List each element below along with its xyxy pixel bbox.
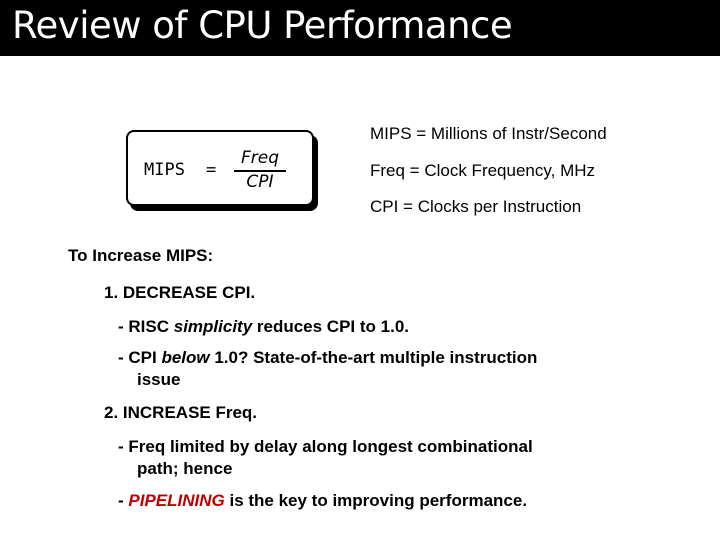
fraction-bar bbox=[234, 170, 286, 172]
item-1-sub-2: - CPI below 1.0? State-of-the-art multip… bbox=[118, 348, 537, 368]
pipelining-highlight: PIPELINING bbox=[128, 491, 225, 510]
item-2-sub-1: - Freq limited by delay along longest co… bbox=[118, 437, 533, 456]
item-1-sub-2-text: - CPI bbox=[118, 348, 162, 367]
item-2-sub-1-continuation: path; hence bbox=[137, 459, 233, 478]
item-1: 1. DECREASE CPI. bbox=[104, 283, 256, 302]
mips-formula-box: MIPS = Freq CPI bbox=[126, 130, 314, 206]
content-heading: To Increase MIPS: bbox=[68, 246, 214, 265]
item-1-sub-2-continuation: issue bbox=[137, 370, 181, 389]
title-bar: Review of CPU Performance bbox=[0, 0, 720, 56]
item-2-sub-2-text-end: is the key to improving performance. bbox=[224, 491, 528, 510]
item-1-sub-1-text: - RISC bbox=[118, 317, 174, 336]
definition-cpi: CPI = Clocks per Instruction bbox=[370, 197, 582, 216]
formula-denominator: CPI bbox=[246, 172, 274, 192]
slide-title: Review of CPU Performance bbox=[12, 4, 513, 47]
formula-numerator: Freq bbox=[240, 148, 280, 168]
item-1-sub-1-text-end: reduces CPI to 1.0. bbox=[252, 317, 409, 336]
definition-freq: Freq = Clock Frequency, MHz bbox=[370, 161, 596, 180]
emphasis-below: below bbox=[161, 348, 210, 367]
item-2-sub-2: - PIPELINING is the key to improving per… bbox=[118, 491, 527, 511]
definition-mips: MIPS = Millions of Instr/Second bbox=[370, 124, 607, 143]
item-2: 2. INCREASE Freq. bbox=[104, 403, 258, 422]
item-1-sub-1: - RISC simplicity reduces CPI to 1.0. bbox=[118, 317, 409, 337]
item-2-sub-2-text: - bbox=[118, 491, 129, 510]
formula-equals: = bbox=[206, 160, 217, 180]
item-1-sub-2-text-end: 1.0? State-of-the-art multiple instructi… bbox=[209, 348, 538, 367]
formula-lhs: MIPS bbox=[144, 160, 185, 180]
emphasis-simplicity: simplicity bbox=[173, 317, 253, 336]
